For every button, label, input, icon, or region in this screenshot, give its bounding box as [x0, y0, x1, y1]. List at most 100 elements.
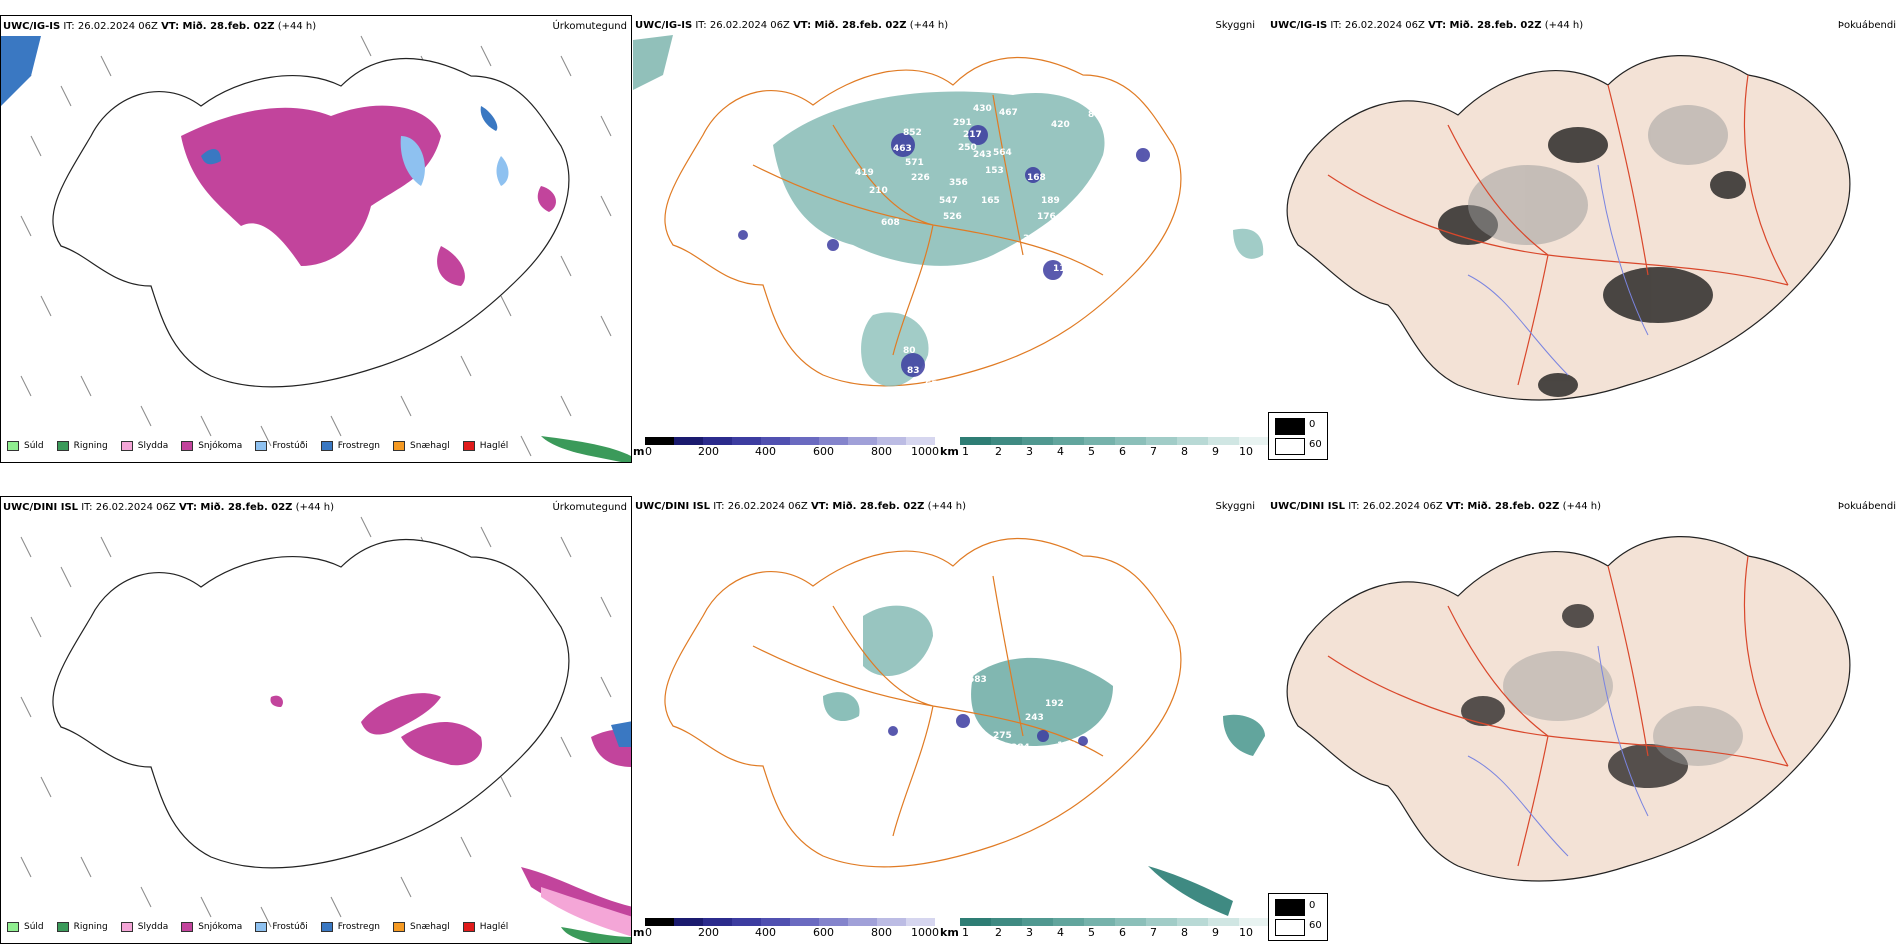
legend-label: Frostregn	[337, 441, 381, 451]
visibility-values-top: 852 291 430 217 467 463 250 420 878 571 …	[855, 104, 1134, 390]
visibility-tick: 5	[1088, 445, 1095, 458]
altitude-tick: 800	[871, 926, 892, 939]
legend-label: Frostúði	[272, 922, 308, 932]
fog-swatch-dark	[1275, 418, 1305, 435]
visibility-value: 218	[1115, 264, 1134, 274]
legend-label: Snæhagl	[410, 441, 450, 451]
fog-swatch-light	[1275, 438, 1305, 455]
legend-label: Haglél	[479, 922, 509, 932]
visibility-tick: 7	[1150, 926, 1157, 939]
visibility-value: 250	[958, 143, 977, 153]
panel-title: UWC/IG-IS IT: 26.02.2024 06Z VT: Mið. 28…	[3, 21, 316, 32]
legend-label: Snæhagl	[410, 922, 450, 932]
altitude-tick: 600	[813, 926, 834, 939]
visibility-value: 878	[1088, 110, 1107, 120]
visibility-value: 83	[907, 366, 920, 376]
panel-name: Þokuábendi	[1837, 501, 1896, 512]
legend-swatch	[393, 441, 406, 451]
frost-areas	[1, 36, 498, 165]
model-name: UWC/IG-IS	[635, 20, 693, 31]
visibility-map-top: 852 291 430 217 467 463 250 420 878 571 …	[633, 35, 1264, 390]
high-terrain	[738, 125, 1150, 377]
visibility-unit: km	[940, 445, 959, 458]
visibility-value: 526	[943, 212, 962, 222]
legend-label: Frostregn	[337, 922, 381, 932]
precip-panel-bottom: UWC/DINI ISL IT: 26.02.2024 06Z VT: Mið.…	[0, 496, 632, 944]
init-time: IT: 26.02.2024 06Z	[1348, 501, 1443, 512]
init-time: IT: 26.02.2024 06Z	[695, 20, 790, 31]
visibility-tick: 10	[1239, 445, 1253, 458]
valid-time: VT: Mið. 28.feb. 02Z	[161, 21, 275, 32]
visibility-tick: 9	[1212, 926, 1219, 939]
precip-map-bottom	[20, 516, 631, 943]
legend-swatch	[255, 441, 268, 451]
legend-swatch	[181, 922, 194, 932]
visibility-value: 384	[1023, 234, 1042, 244]
altitude-colorbar-bottom: m 0 200 400 600 800 1000	[633, 918, 943, 939]
legend-label: Súld	[24, 922, 44, 932]
valid-time: VT: Mið. 28.feb. 02Z	[178, 502, 293, 513]
visibility-value: 243	[973, 150, 992, 160]
legend-label: Slydda	[137, 441, 169, 451]
fog-map-top	[1286, 55, 1851, 401]
legend-item-frostudi: Frostúði	[255, 922, 308, 932]
fog-swatch-light	[1275, 919, 1305, 936]
altitude-bar-swatches	[645, 918, 935, 926]
legend-item-haglel: Haglél	[462, 922, 509, 932]
altitude-tick: 400	[755, 926, 776, 939]
panel-name: Skyggni	[1215, 20, 1255, 31]
panel-title: UWC/DINI ISL IT: 26.02.2024 06Z VT: Mið.…	[3, 502, 334, 513]
visibility-tick: 8	[1181, 926, 1188, 939]
visibility-value: 852	[903, 128, 922, 138]
visibility-value: 263	[1091, 280, 1110, 290]
visibility-tick: 6	[1119, 926, 1126, 939]
visibility-value: 80	[903, 346, 916, 356]
altitude-tick: 200	[698, 926, 719, 939]
altitude-colorbar-top: m 0 200 400 600 800 1000	[633, 437, 943, 458]
altitude-tick: 0	[645, 445, 652, 458]
legend-swatch	[56, 441, 69, 451]
visibility-tick: 3	[1026, 445, 1033, 458]
visibility-tick: 10	[1239, 926, 1253, 939]
panel-title: UWC/IG-IS IT: 26.02.2024 06Z VT: Mið. 28…	[1270, 20, 1583, 31]
lead-time: (+44 h)	[295, 502, 335, 513]
model-name: UWC/DINI ISL	[3, 502, 79, 513]
precip-panel-top: UWC/IG-IS IT: 26.02.2024 06Z VT: Mið. 28…	[0, 15, 632, 463]
visibility-tick: 2	[995, 445, 1002, 458]
legend-item-frostregn: Frostregn	[320, 441, 381, 451]
altitude-tick: 800	[871, 445, 892, 458]
altitude-tick: 400	[755, 445, 776, 458]
visibility-value: 420	[1051, 120, 1070, 130]
altitude-unit: m	[633, 926, 645, 939]
visibility-value: 547	[939, 196, 958, 206]
legend-swatch	[462, 441, 475, 451]
visibility-tick: 5	[1088, 926, 1095, 939]
legend-item-rigning: Rigning	[56, 441, 108, 451]
visibility-value: 189	[895, 717, 914, 727]
valid-time: VT: Mið. 28.feb. 02Z	[1428, 20, 1542, 31]
legend-item-snjokoma: Snjókoma	[181, 922, 242, 932]
visibility-value: 564	[993, 148, 1012, 158]
visibility-value: 240	[1023, 256, 1042, 266]
legend-swatch	[320, 922, 333, 932]
legend-swatch	[120, 441, 133, 451]
init-time: IT: 26.02.2024 06Z	[63, 21, 158, 32]
lead-time: (+44 h)	[927, 501, 967, 512]
legend-label: Rigning	[73, 441, 108, 451]
visibility-value: 192	[1045, 699, 1064, 709]
visibility-value: 226	[911, 173, 930, 183]
lead-time: (+44 h)	[1544, 20, 1584, 31]
legend-swatch	[7, 922, 19, 932]
panel-title: UWC/IG-IS IT: 26.02.2024 06Z VT: Mið. 28…	[635, 20, 948, 31]
fog-swatch-dark	[1275, 899, 1305, 916]
visibility-value: 608	[881, 218, 900, 228]
precip-legend: Súld Rigning Slydda Snjókoma Frostúði Fr…	[7, 441, 521, 451]
visibility-tick: 1	[962, 445, 969, 458]
roads	[1327, 74, 1789, 386]
legend-swatch	[120, 922, 133, 932]
panel-name: Úrkomutegund	[552, 21, 627, 32]
visibility-tick: 7	[1150, 445, 1157, 458]
fog-legend-value: 0	[1309, 900, 1316, 911]
visibility-value: 118	[1057, 741, 1076, 751]
visibility-value: 419	[855, 168, 874, 178]
